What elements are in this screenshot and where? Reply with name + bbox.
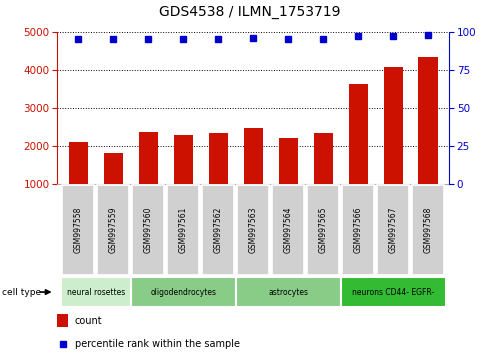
Bar bbox=[419, 57, 438, 184]
Bar bbox=[174, 135, 193, 184]
FancyBboxPatch shape bbox=[62, 185, 94, 275]
FancyBboxPatch shape bbox=[167, 185, 200, 275]
Text: GSM997558: GSM997558 bbox=[74, 207, 83, 253]
Bar bbox=[57, 314, 68, 327]
Text: GSM997567: GSM997567 bbox=[389, 207, 398, 253]
Bar bbox=[278, 138, 298, 184]
FancyBboxPatch shape bbox=[341, 278, 446, 307]
FancyBboxPatch shape bbox=[202, 185, 235, 275]
FancyBboxPatch shape bbox=[307, 185, 339, 275]
Text: cell type: cell type bbox=[2, 287, 41, 297]
FancyBboxPatch shape bbox=[131, 278, 236, 307]
FancyBboxPatch shape bbox=[272, 185, 304, 275]
Text: GSM997566: GSM997566 bbox=[354, 207, 363, 253]
Bar bbox=[69, 142, 88, 184]
FancyBboxPatch shape bbox=[377, 185, 409, 275]
FancyBboxPatch shape bbox=[236, 278, 341, 307]
Text: GSM997564: GSM997564 bbox=[284, 207, 293, 253]
Text: neurons CD44- EGFR-: neurons CD44- EGFR- bbox=[352, 287, 434, 297]
FancyBboxPatch shape bbox=[412, 185, 444, 275]
Text: GSM997562: GSM997562 bbox=[214, 207, 223, 253]
Text: GSM997565: GSM997565 bbox=[319, 207, 328, 253]
Text: GSM997568: GSM997568 bbox=[424, 207, 433, 253]
Bar bbox=[209, 133, 228, 184]
Bar bbox=[384, 67, 403, 184]
FancyBboxPatch shape bbox=[237, 185, 269, 275]
Bar bbox=[104, 153, 123, 184]
Bar bbox=[139, 132, 158, 184]
FancyBboxPatch shape bbox=[61, 278, 131, 307]
Text: astrocytes: astrocytes bbox=[268, 287, 308, 297]
Text: GDS4538 / ILMN_1753719: GDS4538 / ILMN_1753719 bbox=[159, 5, 340, 19]
Text: GSM997563: GSM997563 bbox=[249, 207, 258, 253]
Text: neural rosettes: neural rosettes bbox=[67, 287, 125, 297]
FancyBboxPatch shape bbox=[132, 185, 164, 275]
Bar bbox=[313, 133, 333, 184]
Bar bbox=[244, 128, 263, 184]
Text: GSM997560: GSM997560 bbox=[144, 207, 153, 253]
Text: percentile rank within the sample: percentile rank within the sample bbox=[75, 339, 240, 349]
Text: GSM997561: GSM997561 bbox=[179, 207, 188, 253]
Text: oligodendrocytes: oligodendrocytes bbox=[150, 287, 216, 297]
Bar bbox=[348, 84, 368, 184]
FancyBboxPatch shape bbox=[342, 185, 374, 275]
Text: GSM997559: GSM997559 bbox=[109, 207, 118, 253]
Text: count: count bbox=[75, 316, 102, 326]
FancyBboxPatch shape bbox=[97, 185, 129, 275]
